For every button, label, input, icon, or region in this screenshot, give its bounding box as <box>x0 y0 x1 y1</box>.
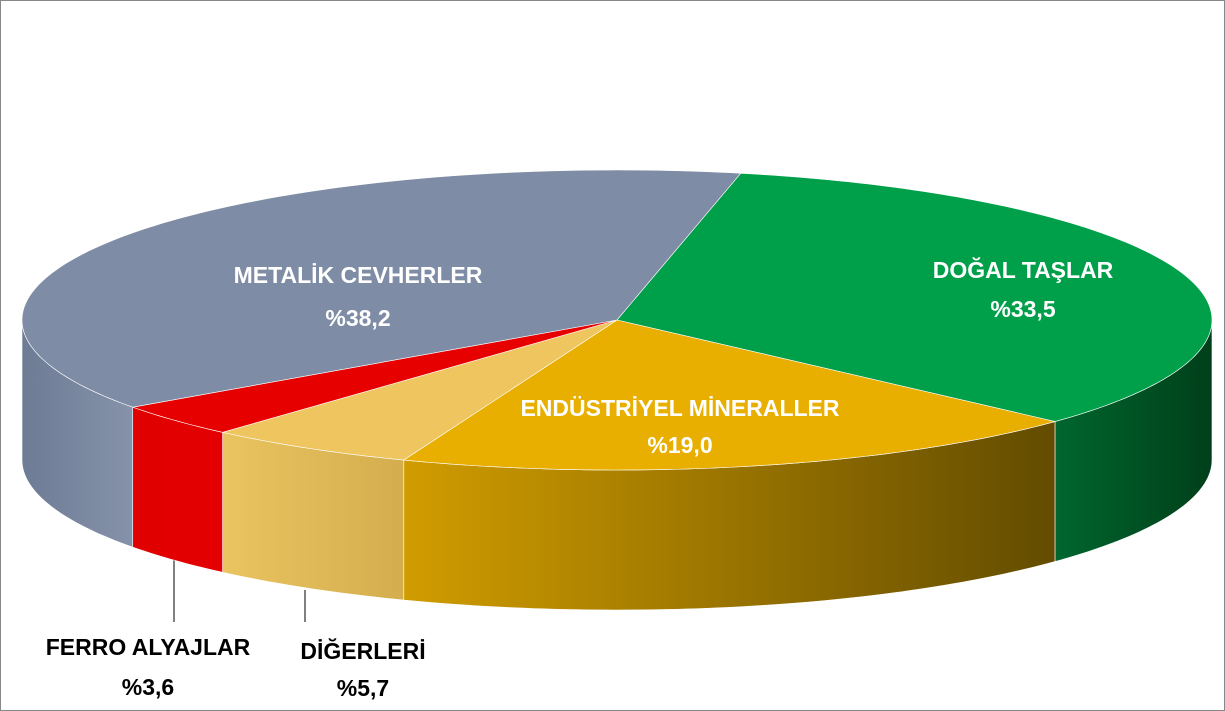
slice-side <box>132 406 223 573</box>
value-label: %38,2 <box>325 305 390 331</box>
slice <box>402 319 1056 471</box>
slice-label: DİĞERLERİ <box>300 637 425 664</box>
slice-label: FERRO ALYAJLAR <box>46 634 251 660</box>
slice-label: DOĞAL TAŞLAR <box>933 256 1114 283</box>
slice <box>222 319 618 461</box>
value-label: %19,0 <box>647 432 712 458</box>
slice <box>21 169 742 408</box>
value-label: %5,7 <box>337 675 389 701</box>
slice <box>616 172 1213 422</box>
slice <box>131 319 618 433</box>
slice-label: METALİK CEVHERLER <box>234 262 483 288</box>
value-label: %33,5 <box>990 296 1055 322</box>
value-label: %3,6 <box>122 674 174 700</box>
slice-label: ENDÜSTRİYEL MİNERALLER <box>520 395 839 421</box>
